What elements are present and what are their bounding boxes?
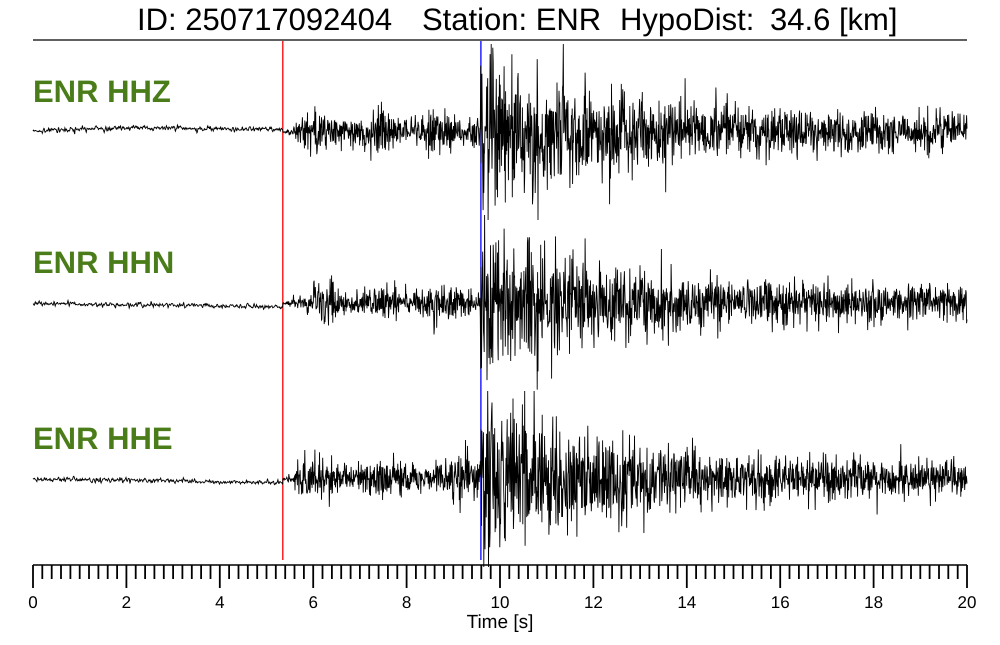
svg-text:ID: 250717092404: ID: 250717092404 bbox=[137, 2, 392, 37]
svg-text:2: 2 bbox=[122, 593, 131, 612]
svg-text:34.6 [km]: 34.6 [km] bbox=[770, 2, 898, 37]
svg-text:20: 20 bbox=[958, 593, 977, 612]
svg-text:16: 16 bbox=[771, 593, 790, 612]
svg-text:8: 8 bbox=[402, 593, 411, 612]
svg-text:ENR HHN: ENR HHN bbox=[33, 245, 174, 280]
svg-text:0: 0 bbox=[28, 593, 37, 612]
svg-text:18: 18 bbox=[864, 593, 883, 612]
svg-text:HypoDist:: HypoDist: bbox=[620, 2, 754, 37]
svg-text:ENR HHE: ENR HHE bbox=[33, 421, 173, 456]
svg-text:6: 6 bbox=[308, 593, 317, 612]
svg-text:10: 10 bbox=[491, 593, 510, 612]
svg-text:4: 4 bbox=[215, 593, 224, 612]
svg-text:Time [s]: Time [s] bbox=[467, 612, 534, 633]
svg-text:Station: ENR: Station: ENR bbox=[422, 2, 601, 37]
svg-text:14: 14 bbox=[677, 593, 696, 612]
svg-text:12: 12 bbox=[584, 593, 603, 612]
svg-text:ENR HHZ: ENR HHZ bbox=[33, 74, 171, 109]
